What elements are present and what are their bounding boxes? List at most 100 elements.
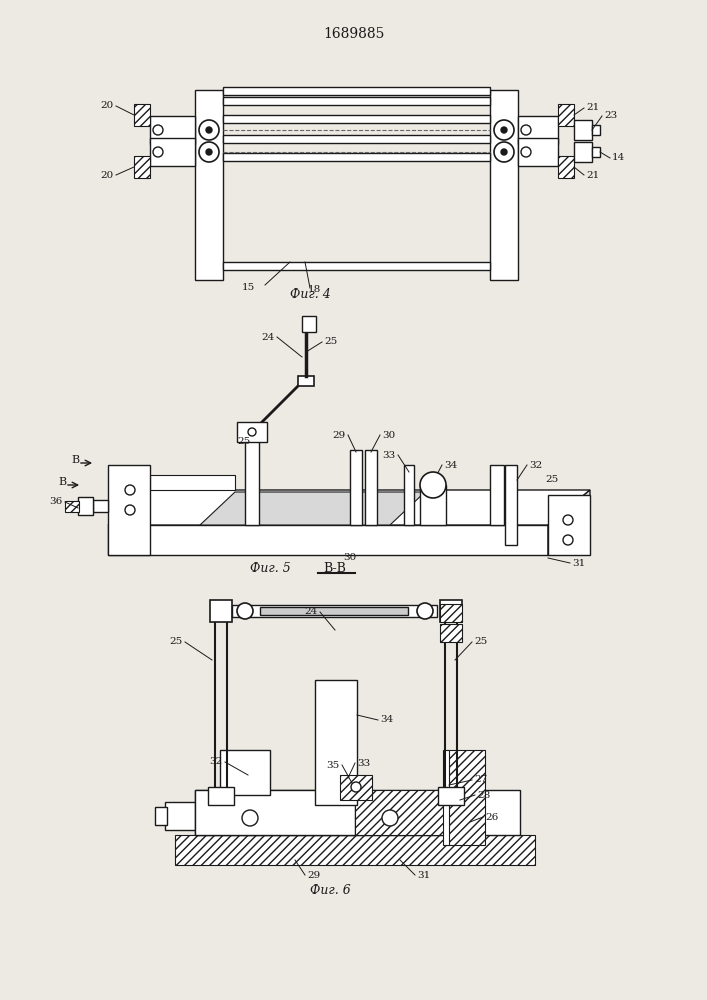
Circle shape	[206, 127, 212, 133]
Text: 24: 24	[262, 332, 275, 342]
Text: 21: 21	[586, 104, 600, 112]
Text: 29: 29	[333, 430, 346, 440]
Text: B: B	[58, 477, 66, 487]
Bar	[155, 807, 167, 825]
Bar	[340, 775, 372, 800]
Text: 24: 24	[305, 607, 318, 616]
Text: B: B	[71, 455, 79, 465]
Bar	[260, 607, 408, 615]
Text: 18: 18	[308, 286, 321, 294]
Bar	[447, 750, 485, 845]
Bar	[420, 485, 446, 525]
Bar	[108, 465, 150, 555]
Text: 25: 25	[545, 476, 559, 485]
Bar	[108, 525, 548, 555]
Circle shape	[199, 120, 219, 140]
Text: 34: 34	[444, 460, 457, 470]
Text: 32: 32	[529, 460, 542, 470]
Bar	[195, 90, 223, 280]
Bar	[505, 465, 517, 545]
Bar	[574, 142, 592, 162]
Circle shape	[501, 127, 507, 133]
Text: Фиг. 6: Фиг. 6	[310, 884, 351, 896]
Bar	[223, 135, 490, 143]
Bar	[558, 156, 574, 178]
Bar	[440, 624, 462, 642]
Text: 27: 27	[474, 776, 487, 784]
Bar	[93, 500, 108, 512]
Circle shape	[494, 142, 514, 162]
Circle shape	[351, 782, 361, 792]
Text: 33: 33	[357, 758, 370, 768]
Bar	[237, 422, 267, 442]
Bar	[208, 787, 234, 805]
Text: 32: 32	[210, 758, 223, 766]
Circle shape	[563, 535, 573, 545]
Text: 15: 15	[242, 284, 255, 292]
Text: 31: 31	[417, 870, 431, 880]
Bar	[150, 138, 195, 166]
Bar	[355, 790, 445, 835]
Polygon shape	[548, 490, 590, 555]
Text: 30: 30	[382, 430, 395, 440]
Bar	[440, 600, 462, 622]
Bar	[175, 835, 535, 865]
Circle shape	[521, 147, 531, 157]
Circle shape	[382, 810, 398, 826]
Bar	[298, 376, 314, 386]
Text: 30: 30	[344, 554, 356, 562]
Bar	[558, 104, 574, 126]
Bar	[245, 425, 259, 525]
Bar	[223, 97, 490, 105]
Text: 25: 25	[324, 338, 337, 347]
Text: Фиг. 5: Фиг. 5	[250, 562, 291, 574]
Bar	[223, 153, 490, 161]
Bar	[134, 156, 150, 178]
Circle shape	[237, 603, 253, 619]
Bar	[404, 465, 414, 525]
Circle shape	[417, 603, 433, 619]
Bar	[165, 802, 195, 830]
Bar	[365, 450, 377, 525]
Bar	[490, 90, 518, 280]
Bar	[223, 115, 490, 123]
Circle shape	[242, 810, 258, 826]
Text: 25: 25	[170, 638, 183, 647]
Circle shape	[521, 125, 531, 135]
Bar	[548, 495, 590, 555]
Circle shape	[420, 472, 446, 498]
Text: 31: 31	[572, 558, 585, 568]
Bar	[210, 600, 232, 622]
Circle shape	[153, 147, 163, 157]
Circle shape	[153, 125, 163, 135]
Text: 14: 14	[612, 153, 625, 162]
Text: Фиг. 4: Фиг. 4	[290, 288, 330, 302]
Bar	[134, 104, 150, 126]
Text: 23: 23	[604, 111, 617, 120]
Text: 20: 20	[101, 102, 114, 110]
Bar	[438, 787, 464, 805]
Bar	[490, 465, 504, 525]
Circle shape	[206, 149, 212, 155]
Text: 35: 35	[327, 760, 340, 770]
Text: 34: 34	[380, 716, 393, 724]
Bar	[223, 262, 490, 270]
Text: 25: 25	[474, 638, 487, 647]
Bar	[78, 497, 93, 515]
Text: 33: 33	[382, 450, 396, 460]
Bar	[440, 604, 462, 622]
Circle shape	[248, 428, 256, 436]
Bar	[302, 316, 316, 332]
Bar	[195, 790, 520, 835]
Bar	[220, 750, 270, 795]
Bar	[518, 138, 558, 166]
Circle shape	[494, 120, 514, 140]
Polygon shape	[200, 492, 425, 525]
Text: B-B: B-B	[324, 562, 346, 574]
Text: 36: 36	[49, 497, 63, 506]
Bar	[518, 116, 558, 144]
Text: 28: 28	[477, 790, 490, 800]
Circle shape	[125, 505, 135, 515]
Circle shape	[125, 485, 135, 495]
Bar	[592, 147, 600, 157]
